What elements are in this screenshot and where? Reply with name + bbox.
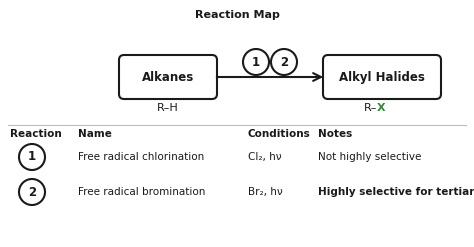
Circle shape [19,144,45,170]
Text: Alkyl Halides: Alkyl Halides [339,70,425,83]
Text: Alkanes: Alkanes [142,70,194,83]
Text: Br₂, hν: Br₂, hν [248,187,283,197]
Text: 1: 1 [28,150,36,164]
Text: R–: R– [364,103,377,113]
Circle shape [243,49,269,75]
Text: Name: Name [78,129,112,139]
Text: Not highly selective: Not highly selective [318,152,421,162]
Text: Highly selective for tertiary C–H: Highly selective for tertiary C–H [318,187,474,197]
FancyBboxPatch shape [119,55,217,99]
Text: 1: 1 [252,56,260,68]
Text: R–H: R–H [157,103,179,113]
Text: X: X [377,103,386,113]
Text: Free radical bromination: Free radical bromination [78,187,205,197]
Text: Cl₂, hν: Cl₂, hν [248,152,282,162]
FancyBboxPatch shape [323,55,441,99]
Text: Reaction Map: Reaction Map [194,10,280,20]
Circle shape [19,179,45,205]
Circle shape [271,49,297,75]
Text: Free radical chlorination: Free radical chlorination [78,152,204,162]
Text: Reaction: Reaction [10,129,62,139]
Text: 2: 2 [280,56,288,68]
Text: Notes: Notes [318,129,352,139]
Text: 2: 2 [28,185,36,199]
Text: Conditions: Conditions [248,129,311,139]
